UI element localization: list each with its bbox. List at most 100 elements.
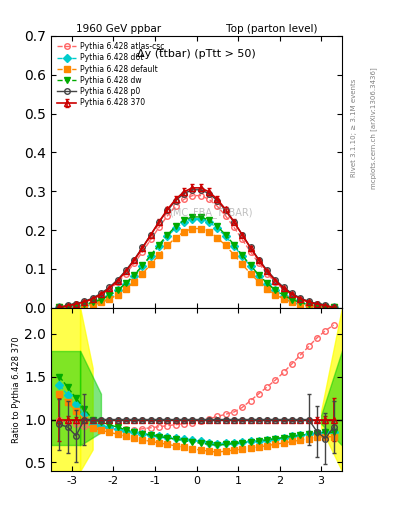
Legend: Pythia 6.428 atlas-csc, Pythia 6.428 d6t, Pythia 6.428 default, Pythia 6.428 dw,: Pythia 6.428 atlas-csc, Pythia 6.428 d6t… (55, 39, 167, 110)
Pythia 6.428 dw (315, 303, 320, 309)
Pythia 6.428 atlas-csc (306, 299, 311, 305)
Text: (MC_FBA_TTBAR): (MC_FBA_TTBAR) (169, 207, 253, 218)
Pythia 6.428 d6t (215, 225, 220, 231)
Pythia 6.428 d6t (265, 281, 270, 287)
Pythia 6.428 atlas-csc (248, 249, 253, 255)
Pythia 6.428 default (65, 304, 70, 310)
Pythia 6.428 atlas-csc (265, 271, 270, 277)
Pythia 6.428 p0 (190, 187, 195, 193)
Pythia 6.428 d6t (149, 253, 153, 259)
Pythia 6.428 d6t (123, 281, 128, 287)
Pythia 6.428 dw (290, 296, 294, 303)
Pythia 6.428 p0 (315, 301, 320, 307)
Pythia 6.428 d6t (248, 263, 253, 269)
Pythia 6.428 dw (123, 280, 128, 286)
Pythia 6.428 dw (99, 296, 103, 303)
Pythia 6.428 default (123, 286, 128, 292)
Pythia 6.428 dw (90, 300, 95, 306)
Pythia 6.428 default (82, 303, 87, 309)
Pythia 6.428 default (306, 303, 311, 309)
Title: 1960 GeV ppbar                    Top (parton level): 1960 GeV ppbar Top (parton level) (76, 24, 317, 34)
Pythia 6.428 atlas-csc (90, 296, 95, 303)
Pythia 6.428 d6t (315, 303, 320, 309)
Pythia 6.428 dw (265, 280, 270, 286)
Pythia 6.428 atlas-csc (231, 224, 236, 230)
Pythia 6.428 default (331, 304, 336, 310)
Pythia 6.428 atlas-csc (323, 303, 328, 309)
Pythia 6.428 p0 (223, 207, 228, 214)
Pythia 6.428 atlas-csc (132, 260, 136, 266)
Pythia 6.428 default (281, 296, 286, 302)
Pythia 6.428 default (257, 279, 261, 285)
Pythia 6.428 atlas-csc (82, 299, 87, 305)
Pythia 6.428 atlas-csc (149, 237, 153, 243)
Pythia 6.428 default (223, 242, 228, 248)
Pythia 6.428 dw (306, 302, 311, 308)
Pythia 6.428 p0 (198, 187, 203, 193)
Pythia 6.428 d6t (298, 300, 303, 306)
Pythia 6.428 default (265, 286, 270, 292)
Pythia 6.428 p0 (107, 284, 112, 290)
Pythia 6.428 atlas-csc (157, 224, 162, 230)
Pythia 6.428 default (248, 270, 253, 276)
Pythia 6.428 p0 (306, 298, 311, 305)
Pythia 6.428 d6t (273, 287, 278, 293)
Pythia 6.428 d6t (73, 303, 78, 309)
Pythia 6.428 dw (231, 242, 236, 248)
Pythia 6.428 dw (65, 304, 70, 310)
Pythia 6.428 d6t (190, 216, 195, 222)
Pythia 6.428 atlas-csc (140, 249, 145, 255)
Pythia 6.428 d6t (90, 300, 95, 306)
Line: Pythia 6.428 atlas-csc: Pythia 6.428 atlas-csc (57, 193, 336, 310)
Pythia 6.428 dw (115, 287, 120, 293)
Pythia 6.428 d6t (165, 233, 170, 239)
Pythia 6.428 default (231, 251, 236, 258)
Pythia 6.428 p0 (115, 276, 120, 283)
Pythia 6.428 p0 (90, 295, 95, 301)
Pythia 6.428 default (73, 304, 78, 310)
Pythia 6.428 dw (132, 272, 136, 278)
Pythia 6.428 atlas-csc (182, 196, 186, 202)
Pythia 6.428 d6t (115, 287, 120, 293)
Pythia 6.428 atlas-csc (99, 292, 103, 298)
Pythia 6.428 d6t (323, 304, 328, 310)
Pythia 6.428 p0 (173, 198, 178, 204)
Pythia 6.428 dw (207, 217, 211, 223)
Pythia 6.428 d6t (306, 302, 311, 308)
Pythia 6.428 atlas-csc (223, 213, 228, 219)
Line: Pythia 6.428 d6t: Pythia 6.428 d6t (57, 216, 336, 310)
Pythia 6.428 default (290, 299, 294, 305)
Pythia 6.428 atlas-csc (331, 304, 336, 310)
Pythia 6.428 dw (73, 303, 78, 309)
Pythia 6.428 dw (57, 304, 62, 310)
Pythia 6.428 p0 (231, 219, 236, 225)
Pythia 6.428 dw (257, 272, 261, 278)
Pythia 6.428 p0 (248, 244, 253, 250)
Line: Pythia 6.428 default: Pythia 6.428 default (57, 226, 336, 310)
Pythia 6.428 d6t (257, 272, 261, 279)
Pythia 6.428 p0 (298, 295, 303, 301)
Pythia 6.428 atlas-csc (198, 193, 203, 199)
Y-axis label: Ratio to Pythia 6.428 370: Ratio to Pythia 6.428 370 (13, 336, 22, 443)
Pythia 6.428 default (173, 234, 178, 241)
Pythia 6.428 default (157, 251, 162, 258)
Pythia 6.428 atlas-csc (123, 271, 128, 277)
Pythia 6.428 atlas-csc (190, 193, 195, 199)
Pythia 6.428 default (315, 304, 320, 310)
Pythia 6.428 d6t (140, 263, 145, 269)
Pythia 6.428 p0 (240, 231, 244, 238)
Pythia 6.428 atlas-csc (215, 203, 220, 209)
Pythia 6.428 p0 (73, 301, 78, 307)
Pythia 6.428 default (240, 261, 244, 267)
Pythia 6.428 default (165, 242, 170, 248)
Pythia 6.428 p0 (215, 198, 220, 204)
Line: Pythia 6.428 p0: Pythia 6.428 p0 (57, 187, 336, 310)
Pythia 6.428 p0 (331, 304, 336, 310)
Pythia 6.428 dw (140, 262, 145, 268)
Pythia 6.428 dw (157, 242, 162, 248)
Pythia 6.428 default (57, 304, 62, 310)
Pythia 6.428 atlas-csc (315, 301, 320, 307)
Pythia 6.428 dw (165, 231, 170, 238)
Pythia 6.428 p0 (323, 302, 328, 308)
Pythia 6.428 d6t (223, 233, 228, 239)
